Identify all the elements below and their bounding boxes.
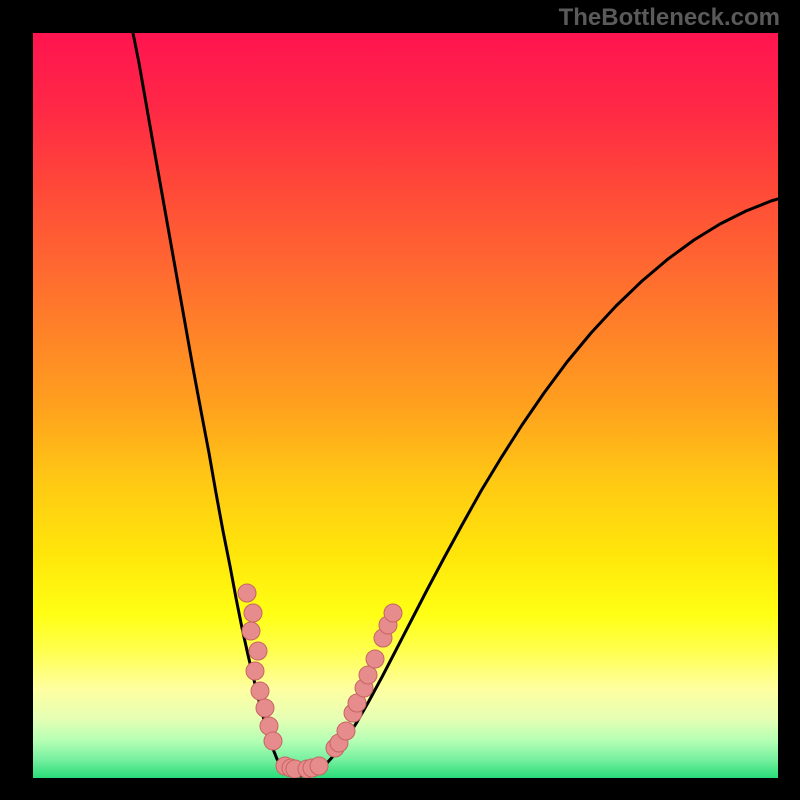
data-marker — [337, 722, 355, 740]
data-marker — [246, 662, 264, 680]
data-marker — [264, 732, 282, 750]
data-marker — [256, 699, 274, 717]
data-marker — [249, 642, 267, 660]
curve-left — [133, 33, 297, 776]
watermark-text: TheBottleneck.com — [559, 4, 780, 32]
data-marker — [238, 584, 256, 602]
data-marker — [366, 650, 384, 668]
data-marker — [384, 604, 402, 622]
curve-layer — [33, 33, 778, 778]
data-marker — [244, 604, 262, 622]
data-marker — [359, 666, 377, 684]
data-marker — [242, 622, 260, 640]
data-marker — [251, 682, 269, 700]
data-marker — [310, 757, 328, 775]
plot-area — [33, 33, 778, 778]
